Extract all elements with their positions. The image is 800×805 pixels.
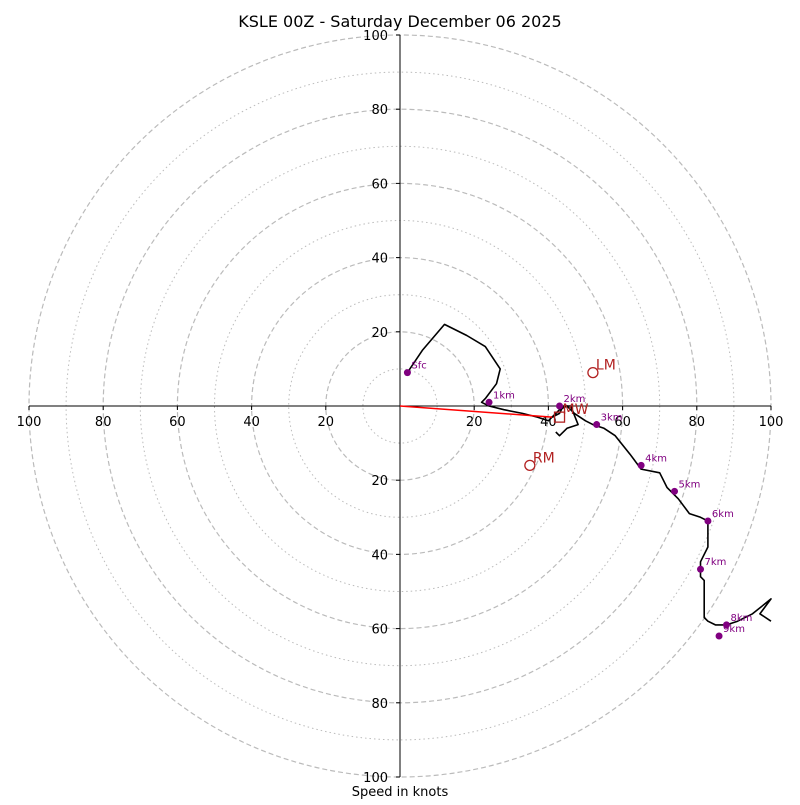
y-tick-label: 60 [371, 177, 388, 192]
wind-profile-line [406, 323, 772, 626]
tick-labels: 100 80 60 40 20 20 40 60 80 100100806040202040608… [17, 29, 784, 786]
chart-title: KSLE 00Z - Saturday December 06 2025 [238, 12, 561, 31]
y-tick-label: 100 [363, 29, 388, 44]
x-tick-label: 80 [689, 415, 706, 430]
level-marker-2km [556, 402, 564, 410]
x-tick-label: 80 [95, 415, 112, 430]
level-label-9km: 9km [723, 624, 745, 635]
x-tick-label: 60 [614, 415, 631, 430]
x-tick-label: 40 [243, 415, 260, 430]
storm-motion-label-LM: LM [596, 358, 616, 374]
level-label-7km: 7km [705, 557, 727, 568]
level-label-4km: 4km [645, 453, 667, 464]
storm-motion-marker-LM [587, 366, 599, 379]
storm-motion-marker-MW [553, 411, 566, 423]
level-marker-4km [637, 461, 645, 469]
level-label-8km: 8km [730, 613, 752, 624]
level-marker-3km [593, 421, 601, 429]
level-marker-5km [671, 487, 679, 495]
x-tick-label: 20 [466, 415, 483, 430]
y-tick-label: 80 [371, 697, 388, 712]
y-tick-label: 40 [371, 548, 388, 563]
level-label-1km: 1km [493, 390, 515, 401]
level-label-Sfc: Sfc [411, 361, 426, 372]
y-tick-label: 20 [371, 474, 388, 489]
level-marker-1km [485, 398, 493, 406]
shear-vector-line [399, 405, 553, 418]
level-label-6km: 6km [712, 509, 734, 520]
level-marker-8km [722, 621, 730, 629]
x-tick-label: 20 [318, 415, 335, 430]
storm-motion-marker-RM [524, 459, 536, 472]
level-label-3km: 3km [601, 413, 623, 424]
x-axis-label: Speed in knots [352, 785, 449, 800]
level-marker-6km [704, 517, 712, 525]
y-tick-label: 40 [371, 252, 388, 267]
level-label-2km: 2km [564, 394, 586, 405]
y-tick-label: 60 [371, 623, 388, 638]
level-marker-7km [697, 565, 705, 573]
level-marker-Sfc [403, 369, 411, 377]
level-marker-9km [715, 632, 723, 640]
y-tick-label: 20 [371, 326, 388, 341]
y-tick-label: 100 [363, 771, 388, 786]
x-tick-label: 100 [17, 415, 42, 430]
y-tick-label: 80 [371, 103, 388, 118]
level-label-5km: 5km [679, 479, 701, 490]
x-tick-label: 100 [759, 415, 784, 430]
storm-motion-label-RM: RM [533, 450, 555, 466]
x-tick-label: 60 [169, 415, 186, 430]
storm-motion-label-MW: MW [563, 402, 589, 418]
